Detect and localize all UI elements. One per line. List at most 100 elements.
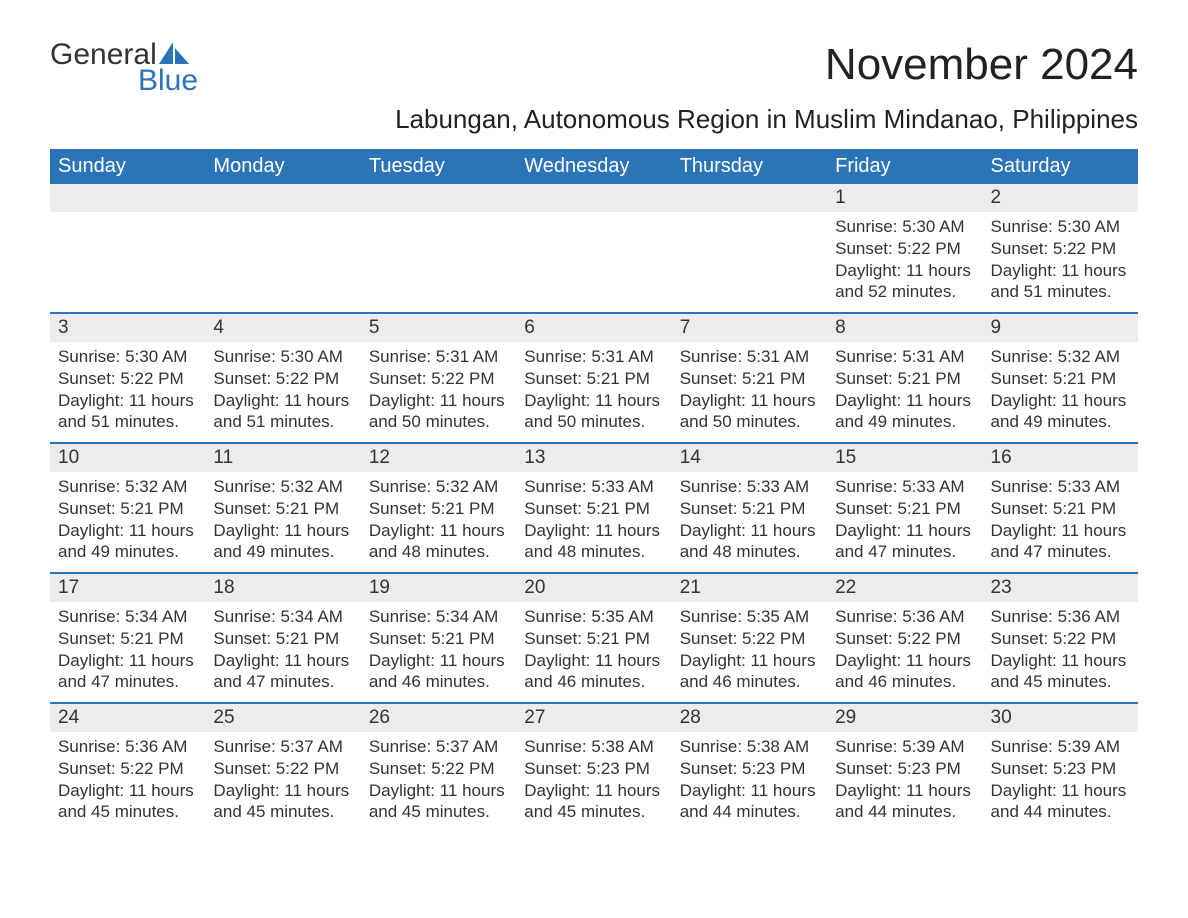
weekday-header: Monday xyxy=(205,149,360,184)
calendar-day: 6Sunrise: 5:31 AMSunset: 5:21 PMDaylight… xyxy=(516,314,671,442)
daylight-text: Daylight: 11 hours and 51 minutes. xyxy=(991,260,1130,304)
weekday-header: Tuesday xyxy=(361,149,516,184)
sunset-text: Sunset: 5:21 PM xyxy=(58,628,197,650)
day-details: Sunrise: 5:32 AMSunset: 5:21 PMDaylight:… xyxy=(205,472,360,569)
day-number xyxy=(205,184,360,212)
sunrise-text: Sunrise: 5:32 AM xyxy=(58,476,197,498)
day-details: Sunrise: 5:34 AMSunset: 5:21 PMDaylight:… xyxy=(361,602,516,699)
calendar-day: 26Sunrise: 5:37 AMSunset: 5:22 PMDayligh… xyxy=(361,704,516,832)
sunset-text: Sunset: 5:22 PM xyxy=(369,758,508,780)
day-details: Sunrise: 5:31 AMSunset: 5:21 PMDaylight:… xyxy=(827,342,982,439)
sunrise-text: Sunrise: 5:31 AM xyxy=(835,346,974,368)
daylight-text: Daylight: 11 hours and 50 minutes. xyxy=(369,390,508,434)
day-number: 3 xyxy=(50,314,205,342)
daylight-text: Daylight: 11 hours and 50 minutes. xyxy=(680,390,819,434)
day-number: 16 xyxy=(983,444,1138,472)
day-details: Sunrise: 5:34 AMSunset: 5:21 PMDaylight:… xyxy=(205,602,360,699)
day-number: 1 xyxy=(827,184,982,212)
daylight-text: Daylight: 11 hours and 46 minutes. xyxy=(524,650,663,694)
day-details: Sunrise: 5:38 AMSunset: 5:23 PMDaylight:… xyxy=(672,732,827,829)
sunset-text: Sunset: 5:21 PM xyxy=(213,498,352,520)
day-number: 24 xyxy=(50,704,205,732)
calendar-day: 17Sunrise: 5:34 AMSunset: 5:21 PMDayligh… xyxy=(50,574,205,702)
day-details: Sunrise: 5:33 AMSunset: 5:21 PMDaylight:… xyxy=(827,472,982,569)
calendar-day: 1Sunrise: 5:30 AMSunset: 5:22 PMDaylight… xyxy=(827,184,982,312)
sunset-text: Sunset: 5:22 PM xyxy=(991,628,1130,650)
day-number: 19 xyxy=(361,574,516,602)
sunset-text: Sunset: 5:22 PM xyxy=(369,368,508,390)
sunset-text: Sunset: 5:21 PM xyxy=(524,368,663,390)
sunrise-text: Sunrise: 5:31 AM xyxy=(680,346,819,368)
day-number xyxy=(672,184,827,212)
calendar-day: 13Sunrise: 5:33 AMSunset: 5:21 PMDayligh… xyxy=(516,444,671,572)
sunset-text: Sunset: 5:21 PM xyxy=(835,498,974,520)
sunset-text: Sunset: 5:22 PM xyxy=(58,758,197,780)
calendar-week: 17Sunrise: 5:34 AMSunset: 5:21 PMDayligh… xyxy=(50,572,1138,702)
calendar-day: 24Sunrise: 5:36 AMSunset: 5:22 PMDayligh… xyxy=(50,704,205,832)
calendar-day: 30Sunrise: 5:39 AMSunset: 5:23 PMDayligh… xyxy=(983,704,1138,832)
day-details: Sunrise: 5:32 AMSunset: 5:21 PMDaylight:… xyxy=(983,342,1138,439)
location-subtitle: Labungan, Autonomous Region in Muslim Mi… xyxy=(50,104,1138,135)
weekday-header: Saturday xyxy=(983,149,1138,184)
calendar-week: 1Sunrise: 5:30 AMSunset: 5:22 PMDaylight… xyxy=(50,184,1138,312)
sunrise-text: Sunrise: 5:30 AM xyxy=(213,346,352,368)
daylight-text: Daylight: 11 hours and 46 minutes. xyxy=(369,650,508,694)
daylight-text: Daylight: 11 hours and 49 minutes. xyxy=(835,390,974,434)
calendar-day: 3Sunrise: 5:30 AMSunset: 5:22 PMDaylight… xyxy=(50,314,205,442)
daylight-text: Daylight: 11 hours and 45 minutes. xyxy=(213,780,352,824)
day-number: 14 xyxy=(672,444,827,472)
sunset-text: Sunset: 5:23 PM xyxy=(680,758,819,780)
calendar-day: 25Sunrise: 5:37 AMSunset: 5:22 PMDayligh… xyxy=(205,704,360,832)
weekday-header-row: Sunday Monday Tuesday Wednesday Thursday… xyxy=(50,149,1138,184)
calendar-day: 5Sunrise: 5:31 AMSunset: 5:22 PMDaylight… xyxy=(361,314,516,442)
day-number: 25 xyxy=(205,704,360,732)
day-number: 12 xyxy=(361,444,516,472)
sunset-text: Sunset: 5:21 PM xyxy=(680,368,819,390)
daylight-text: Daylight: 11 hours and 47 minutes. xyxy=(213,650,352,694)
day-details: Sunrise: 5:30 AMSunset: 5:22 PMDaylight:… xyxy=(205,342,360,439)
sunrise-text: Sunrise: 5:38 AM xyxy=(524,736,663,758)
sunrise-text: Sunrise: 5:31 AM xyxy=(524,346,663,368)
day-number: 8 xyxy=(827,314,982,342)
sunrise-text: Sunrise: 5:33 AM xyxy=(680,476,819,498)
calendar-day: 28Sunrise: 5:38 AMSunset: 5:23 PMDayligh… xyxy=(672,704,827,832)
calendar-day: 15Sunrise: 5:33 AMSunset: 5:21 PMDayligh… xyxy=(827,444,982,572)
sunset-text: Sunset: 5:22 PM xyxy=(213,758,352,780)
daylight-text: Daylight: 11 hours and 48 minutes. xyxy=(524,520,663,564)
sunset-text: Sunset: 5:23 PM xyxy=(524,758,663,780)
calendar-day: 12Sunrise: 5:32 AMSunset: 5:21 PMDayligh… xyxy=(361,444,516,572)
day-number: 27 xyxy=(516,704,671,732)
sunset-text: Sunset: 5:21 PM xyxy=(680,498,819,520)
daylight-text: Daylight: 11 hours and 47 minutes. xyxy=(991,520,1130,564)
calendar-day xyxy=(205,184,360,312)
sunset-text: Sunset: 5:21 PM xyxy=(524,498,663,520)
day-number xyxy=(361,184,516,212)
day-number: 22 xyxy=(827,574,982,602)
calendar-day: 8Sunrise: 5:31 AMSunset: 5:21 PMDaylight… xyxy=(827,314,982,442)
sunrise-text: Sunrise: 5:37 AM xyxy=(369,736,508,758)
day-number: 7 xyxy=(672,314,827,342)
sunrise-text: Sunrise: 5:33 AM xyxy=(524,476,663,498)
calendar-day: 27Sunrise: 5:38 AMSunset: 5:23 PMDayligh… xyxy=(516,704,671,832)
day-details: Sunrise: 5:32 AMSunset: 5:21 PMDaylight:… xyxy=(361,472,516,569)
day-number: 2 xyxy=(983,184,1138,212)
sunset-text: Sunset: 5:21 PM xyxy=(991,368,1130,390)
sunrise-text: Sunrise: 5:31 AM xyxy=(369,346,508,368)
daylight-text: Daylight: 11 hours and 45 minutes. xyxy=(369,780,508,824)
day-number: 18 xyxy=(205,574,360,602)
day-details: Sunrise: 5:31 AMSunset: 5:21 PMDaylight:… xyxy=(672,342,827,439)
sunset-text: Sunset: 5:22 PM xyxy=(835,238,974,260)
day-details: Sunrise: 5:32 AMSunset: 5:21 PMDaylight:… xyxy=(50,472,205,569)
calendar-day: 23Sunrise: 5:36 AMSunset: 5:22 PMDayligh… xyxy=(983,574,1138,702)
sunset-text: Sunset: 5:22 PM xyxy=(213,368,352,390)
weekday-header: Wednesday xyxy=(516,149,671,184)
daylight-text: Daylight: 11 hours and 44 minutes. xyxy=(835,780,974,824)
day-details: Sunrise: 5:33 AMSunset: 5:21 PMDaylight:… xyxy=(983,472,1138,569)
calendar-day xyxy=(50,184,205,312)
calendar-day: 7Sunrise: 5:31 AMSunset: 5:21 PMDaylight… xyxy=(672,314,827,442)
day-number: 20 xyxy=(516,574,671,602)
day-details: Sunrise: 5:36 AMSunset: 5:22 PMDaylight:… xyxy=(827,602,982,699)
day-details: Sunrise: 5:31 AMSunset: 5:22 PMDaylight:… xyxy=(361,342,516,439)
sunrise-text: Sunrise: 5:34 AM xyxy=(213,606,352,628)
sunset-text: Sunset: 5:23 PM xyxy=(835,758,974,780)
